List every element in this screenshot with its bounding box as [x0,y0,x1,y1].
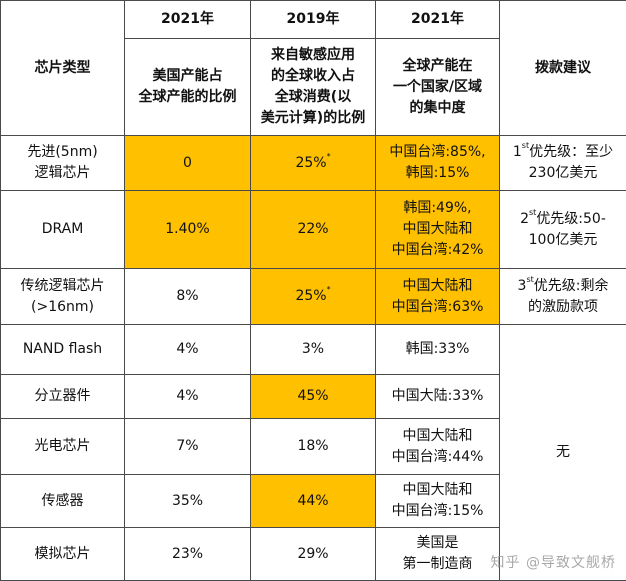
us-share-cell: 8% [125,269,251,325]
chip-type-cell: 光电芯片 [1,419,125,475]
revenue-cell: 25%* [251,136,376,191]
revenue-cell: 44% [251,475,376,528]
header-us-share: 美国产能占全球产能的比例 [125,39,251,136]
header-year-2: 2019年 [251,1,376,39]
concentration-cell: 中国大陆和中国台湾:63% [376,269,500,325]
us-share-cell: 35% [125,475,251,528]
header-revenue-share: 来自敏感应用的全球收入占 全球消费(以美元计算)的比例 [251,39,376,136]
revenue-cell: 45% [251,375,376,419]
asterisk-note: * [327,152,331,161]
header-year-1: 2021年 [125,1,251,39]
chip-type-cell: 传感器 [1,475,125,528]
concentration-cell: 中国大陆:33% [376,375,500,419]
header-chip-type: 芯片类型 [1,1,125,136]
concentration-cell: 美国是第一制造商 [376,528,500,581]
us-share-cell: 1.40% [125,191,251,269]
chip-type-cell: NAND flash [1,325,125,375]
chip-type-cell: 传统逻辑芯片(>16nm) [1,269,125,325]
advice-cell: 无 [500,325,626,581]
us-share-cell: 0 [125,136,251,191]
header-concentration: 全球产能在一个国家/区域 的集中度 [376,39,500,136]
header-advice: 拨款建议 [500,1,626,136]
watermark: 知乎 @导致文舰桥 [491,552,616,572]
table-row: NAND flash 4% 3% 韩国:33% 无 [1,325,626,375]
advice-cell: 3st优先级:剩余 的激励款项 [500,269,626,325]
revenue-cell: 18% [251,419,376,475]
table-row: 先进(5nm)逻辑芯片 0 25%* 中国台湾:85%,韩国:15% 1st优先… [1,136,626,191]
concentration-cell: 中国大陆和中国台湾:44% [376,419,500,475]
chip-type-cell: DRAM [1,191,125,269]
chip-type-cell: 分立器件 [1,375,125,419]
revenue-cell: 3% [251,325,376,375]
us-share-cell: 4% [125,375,251,419]
us-share-cell: 4% [125,325,251,375]
concentration-cell: 中国台湾:85%,韩国:15% [376,136,500,191]
table-row: 传统逻辑芯片(>16nm) 8% 25%* 中国大陆和中国台湾:63% 3st优… [1,269,626,325]
header-year-3: 2021年 [376,1,500,39]
us-share-cell: 7% [125,419,251,475]
table-row: DRAM 1.40% 22% 韩国:49%,中国大陆和 中国台湾:42% 2st… [1,191,626,269]
concentration-cell: 韩国:33% [376,325,500,375]
us-share-cell: 23% [125,528,251,581]
chip-type-cell: 模拟芯片 [1,528,125,581]
revenue-cell: 25%* [251,269,376,325]
advice-cell: 1st优先级：至少 230亿美元 [500,136,626,191]
asterisk-note: * [327,285,331,294]
chip-type-cell: 先进(5nm)逻辑芯片 [1,136,125,191]
concentration-cell: 中国大陆和中国台湾:15% [376,475,500,528]
advice-cell: 2st优先级:50- 100亿美元 [500,191,626,269]
revenue-cell: 29% [251,528,376,581]
concentration-cell: 韩国:49%,中国大陆和 中国台湾:42% [376,191,500,269]
revenue-cell: 22% [251,191,376,269]
